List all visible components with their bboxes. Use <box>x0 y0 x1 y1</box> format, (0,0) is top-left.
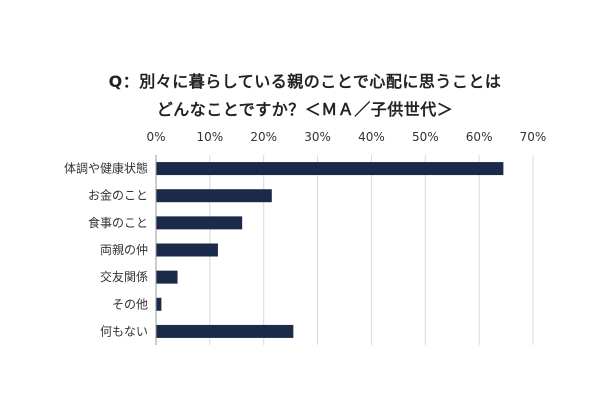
chart-title-line-2: どんなことですか？＜ＭＡ／子供世代＞ <box>156 100 454 119</box>
x-tick-label-40: 40% <box>358 130 385 144</box>
x-tick-label-10: 10% <box>197 130 224 144</box>
x-tick-label-70: 70% <box>520 130 547 144</box>
chart-title: Q：別々に暮らしている親のことで心配に思うことは どんなことですか？＜ＭＡ／子供… <box>0 68 610 124</box>
bar-4 <box>156 243 218 257</box>
category-label-7: 何もない <box>100 324 148 338</box>
chart-title-line-1: Q：別々に暮らしている親のことで心配に思うことは <box>108 72 502 91</box>
bar-7 <box>156 324 294 338</box>
x-axis-ticks: 0% 10% 20% 30% 40% 50% 60% 70% <box>146 130 546 144</box>
bar-3 <box>156 216 243 230</box>
category-label-5: 交友関係 <box>100 269 148 284</box>
bar-5 <box>156 270 178 284</box>
category-label-3: 食事のこと <box>88 215 148 230</box>
bar-1 <box>156 162 504 176</box>
x-tick-label-60: 60% <box>466 130 493 144</box>
bar-2 <box>156 189 272 203</box>
x-tick-label-0: 0% <box>146 130 165 144</box>
x-tick-label-30: 30% <box>304 130 331 144</box>
category-label-6: その他 <box>112 297 148 311</box>
x-tick-label-50: 50% <box>412 130 439 144</box>
bar-6 <box>156 297 162 311</box>
bars <box>156 162 504 338</box>
x-tick-label-20: 20% <box>250 130 277 144</box>
category-label-1: 体調や健康状態 <box>64 161 148 176</box>
category-label-2: お金のこと <box>88 188 148 203</box>
category-label-4: 両親の仲 <box>100 243 148 257</box>
